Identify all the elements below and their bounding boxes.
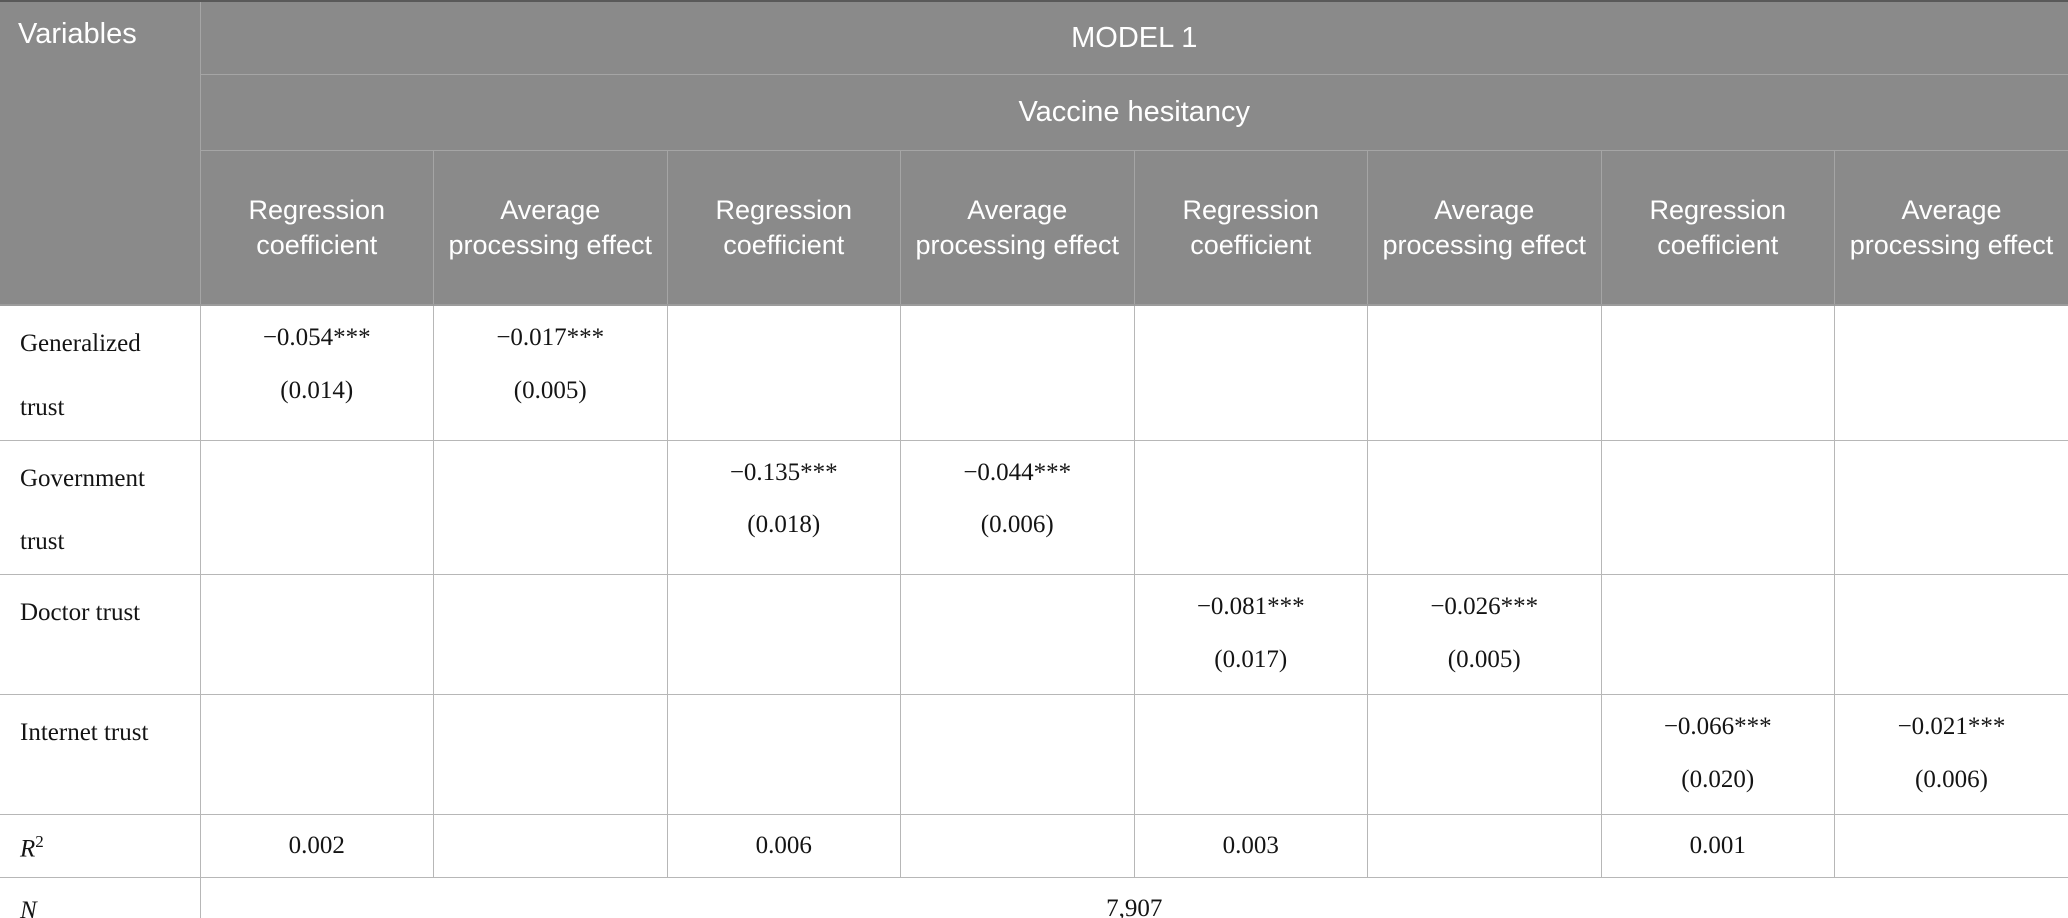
row-label: Doctor trust: [0, 574, 201, 695]
coefficient: −0.021***: [1897, 713, 2006, 740]
value-cell: −0.135*** (0.018): [666, 439, 901, 575]
variables-header-cell: Variables: [0, 1, 201, 306]
column-header-8: Average processing effect: [1834, 150, 2068, 306]
model-header-cell: MODEL 1: [199, 1, 2068, 75]
column-header-6: Average processing effect: [1367, 150, 1602, 306]
empty-cell: [666, 694, 901, 815]
empty-cell: [1600, 304, 1835, 441]
value-cell: −0.081*** (0.017): [1133, 574, 1368, 695]
coefficient: −0.066***: [1663, 713, 1772, 740]
r-squared-label: R2: [0, 814, 201, 878]
table-header: Variables MODEL 1 Vaccine hesitancy Regr…: [0, 1, 2068, 306]
standard-error: (0.006): [1915, 765, 1988, 793]
value-cell: −0.044*** (0.006): [900, 439, 1135, 575]
coefficient: −0.135***: [729, 458, 838, 486]
empty-cell: [433, 814, 668, 878]
empty-cell: [1367, 814, 1602, 878]
empty-cell: [1133, 694, 1368, 815]
value-cell: −0.017*** (0.005): [433, 304, 668, 441]
empty-cell: [666, 574, 901, 695]
r-squared-value: 0.006: [666, 814, 901, 878]
row-doctor-trust: Doctor trust −0.081*** (0.017) −0.026***…: [0, 574, 2068, 695]
empty-cell: [900, 814, 1135, 878]
empty-cell: [1133, 439, 1368, 575]
coefficient: −0.081***: [1196, 593, 1305, 620]
r-squared-value: 0.002: [199, 814, 434, 878]
value-cell: −0.054*** (0.014): [199, 304, 434, 441]
row-r-squared: R2 0.002 0.006 0.003 0.001: [0, 814, 2068, 878]
empty-cell: [199, 439, 434, 575]
standard-error: (0.014): [280, 376, 354, 404]
coefficient: −0.026***: [1430, 593, 1539, 620]
empty-cell: [1133, 304, 1368, 441]
standard-error: (0.020): [1681, 765, 1755, 793]
coefficient: −0.044***: [963, 458, 1072, 486]
row-label: Internet trust: [0, 694, 201, 815]
outcome-header-cell: Vaccine hesitancy: [199, 74, 2068, 151]
empty-cell: [433, 694, 668, 815]
empty-cell: [1600, 574, 1835, 695]
r-squared-value: 0.003: [1133, 814, 1368, 878]
empty-cell: [666, 304, 901, 441]
column-header-2: Average processing effect: [433, 150, 668, 306]
outcome-header-row: Vaccine hesitancy: [0, 74, 2068, 151]
row-internet-trust: Internet trust −0.066*** (0.020) −0.021*…: [0, 694, 2068, 815]
column-header-1: Regression coefficient: [199, 150, 434, 306]
row-government-trust: Government trust −0.135*** (0.018) −0.04…: [0, 439, 2068, 575]
empty-cell: [900, 574, 1135, 695]
n-label: N: [0, 877, 201, 918]
empty-cell: [1834, 814, 2068, 878]
empty-cell: [1367, 304, 1602, 441]
column-header-5: Regression coefficient: [1133, 150, 1368, 306]
model-header-row: Variables MODEL 1: [0, 1, 2068, 306]
standard-error: (0.006): [980, 511, 1054, 538]
row-sample-size: N 7,907: [0, 877, 2068, 918]
standard-error: (0.018): [747, 511, 821, 538]
empty-cell: [1834, 304, 2068, 441]
empty-cell: [199, 694, 434, 815]
standard-error: (0.005): [1447, 645, 1521, 673]
value-cell: −0.021*** (0.006): [1834, 694, 2068, 815]
column-header-4: Average processing effect: [900, 150, 1135, 306]
empty-cell: [900, 304, 1135, 441]
column-header-3: Regression coefficient: [666, 150, 901, 306]
coefficient: −0.017***: [496, 324, 605, 351]
empty-cell: [433, 574, 668, 695]
r-squared-value: 0.001: [1600, 814, 1835, 878]
standard-error: (0.017): [1214, 645, 1288, 673]
empty-cell: [1367, 694, 1602, 815]
empty-cell: [900, 694, 1135, 815]
column-header-row: Regression coefficient Average processin…: [0, 150, 2068, 306]
standard-error: (0.005): [513, 376, 587, 404]
empty-cell: [433, 439, 668, 575]
row-generalized-trust: Generalized trust −0.054*** (0.014) −0.0…: [0, 304, 2068, 441]
row-label: Generalized trust: [0, 304, 201, 441]
empty-cell: [199, 574, 434, 695]
row-label: Government trust: [0, 439, 201, 575]
empty-cell: [1834, 439, 2068, 575]
column-header-7: Regression coefficient: [1600, 150, 1835, 306]
value-cell: −0.066*** (0.020): [1600, 694, 1835, 815]
coefficient: −0.054***: [262, 324, 371, 351]
n-value: 7,907: [199, 877, 2068, 918]
empty-cell: [1367, 439, 1602, 575]
empty-cell: [1600, 439, 1835, 575]
r-squared-base: R: [20, 835, 36, 863]
value-cell: −0.026*** (0.005): [1367, 574, 1602, 695]
r-squared-superscript: 2: [35, 832, 44, 852]
empty-cell: [1834, 574, 2068, 695]
